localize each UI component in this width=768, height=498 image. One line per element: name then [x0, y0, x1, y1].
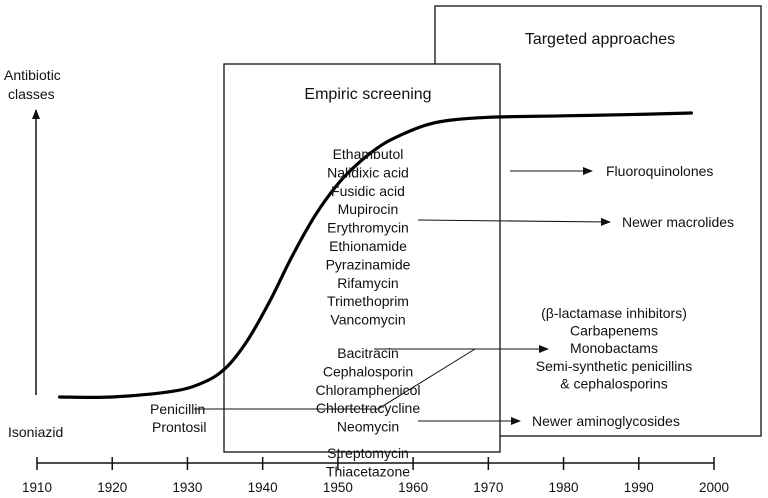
beta-group-line-3: Semi-synthetic penicillins: [536, 358, 692, 374]
x-tick-label-2000: 2000: [699, 480, 729, 495]
x-tick-label-1970: 1970: [473, 480, 503, 495]
label-newer-macrolides: Newer macrolides: [622, 214, 734, 230]
drug-nalidixic-acid: Nalidixic acid: [327, 164, 409, 180]
beta-lactam-group: (β-lactamase inhibitors) CarbapenemsMonob…: [536, 305, 692, 391]
drug-pyrazinamide: Pyrazinamide: [326, 256, 411, 272]
y-axis-label-line1: Antibiotic: [4, 67, 61, 83]
label-prontosil: Prontosil: [152, 419, 206, 435]
drug-rifamycin: Rifamycin: [337, 275, 398, 291]
x-tick-label-1940: 1940: [248, 480, 278, 495]
empiric-drug-list: Ethambutol Nalidixic acid Fusidic acid Mupi…: [315, 146, 420, 479]
drug-streptomycin: Streptomycin: [327, 445, 409, 461]
drug-chlortetracycline: Chlortetracycline: [316, 400, 420, 416]
label-newer-aminoglycosides: Newer aminoglycosides: [532, 413, 680, 429]
beta-group-line-2: Monobactams: [570, 340, 658, 356]
targeted-approaches-label: Targeted approaches: [525, 31, 675, 48]
x-tick-label-1960: 1960: [398, 480, 428, 495]
beta-group-line-1: Carbapenems: [570, 323, 658, 339]
drug-ethambutol: Ethambutol: [333, 146, 404, 162]
drug-fusidic-acid: Fusidic acid: [331, 183, 405, 199]
x-tick-label-1990: 1990: [624, 480, 654, 495]
drug-thiacetazone: Thiacetazone: [326, 463, 410, 479]
penicillin-diagonal-connector: [377, 348, 476, 410]
drug-vancomycin: Vancomycin: [330, 312, 405, 328]
empiric-screening-box: [223, 63, 501, 453]
x-tick-label-1950: 1950: [323, 480, 353, 495]
x-tick-label-1930: 1930: [172, 480, 202, 495]
beta-group-line-4: & cephalosporins: [560, 375, 667, 391]
connectors: [194, 167, 611, 425]
drug-erythromycin: Erythromycin: [327, 220, 409, 236]
label-penicillin: Penicillin: [150, 401, 205, 417]
macrolides-arrow: [417, 217, 611, 226]
drug-chloramphenicol: Chloramphenicol: [315, 382, 420, 398]
x-tick-label-1910: 1910: [22, 480, 52, 495]
x-tick-label-1980: 1980: [549, 480, 579, 495]
discovery-curve: [58, 111, 693, 399]
drug-ethionamide: Ethionamide: [329, 238, 407, 254]
empiric-screening-label: Empiric screening: [304, 86, 431, 103]
label-fluoroquinolones: Fluoroquinolones: [606, 163, 713, 179]
drug-trimethoprim: Trimethoprim: [327, 293, 409, 309]
label-isoniazid: Isoniazid: [8, 424, 63, 440]
x-axis: 1910 1920 1930 1940 1950 1960 1970 1980 1990 2000: [22, 457, 729, 495]
y-axis-label-line2: classes: [8, 86, 55, 102]
beta-group-line-0: (β-lactamase inhibitors): [541, 305, 687, 321]
drug-cephalosporin: Cephalosporin: [323, 363, 413, 379]
x-tick-label-1920: 1920: [97, 480, 127, 495]
drug-bacitracin: Bacitracin: [337, 345, 398, 361]
drug-neomycin: Neomycin: [337, 419, 399, 435]
drug-mupirocin: Mupirocin: [338, 201, 399, 217]
